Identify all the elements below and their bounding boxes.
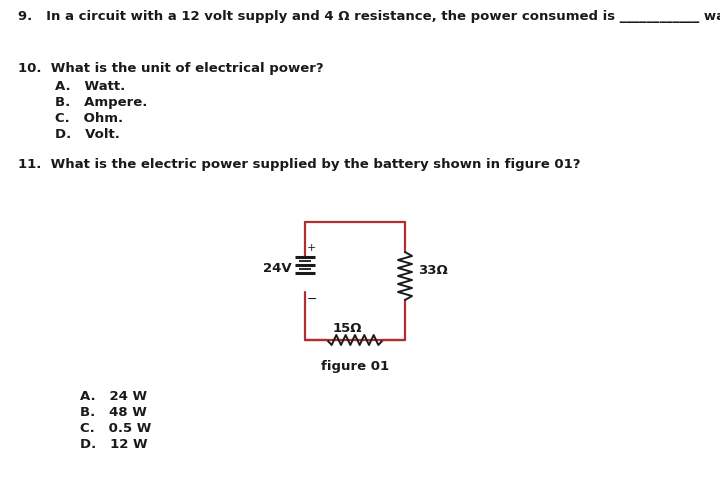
Text: 9.   In a circuit with a 12 volt supply and 4 Ω resistance, the power consumed i: 9. In a circuit with a 12 volt supply an… <box>18 10 720 23</box>
Text: figure 01: figure 01 <box>321 360 389 373</box>
Text: 10.  What is the unit of electrical power?: 10. What is the unit of electrical power… <box>18 62 323 75</box>
Text: D.   12 W: D. 12 W <box>80 438 148 451</box>
Text: B.   48 W: B. 48 W <box>80 406 147 419</box>
Text: 11.  What is the electric power supplied by the battery shown in figure 01?: 11. What is the electric power supplied … <box>18 158 580 171</box>
Text: −: − <box>307 293 318 306</box>
Text: +: + <box>307 243 316 253</box>
Text: B.   Ampere.: B. Ampere. <box>55 96 148 109</box>
Text: 24V: 24V <box>263 262 292 275</box>
Text: A.   24 W: A. 24 W <box>80 390 147 403</box>
Text: A.   Watt.: A. Watt. <box>55 80 125 93</box>
Text: C.   0.5 W: C. 0.5 W <box>80 422 151 435</box>
Text: C.   Ohm.: C. Ohm. <box>55 112 123 125</box>
Text: 15Ω: 15Ω <box>332 322 361 335</box>
Text: 33Ω: 33Ω <box>418 263 448 276</box>
Text: D.   Volt.: D. Volt. <box>55 128 120 141</box>
